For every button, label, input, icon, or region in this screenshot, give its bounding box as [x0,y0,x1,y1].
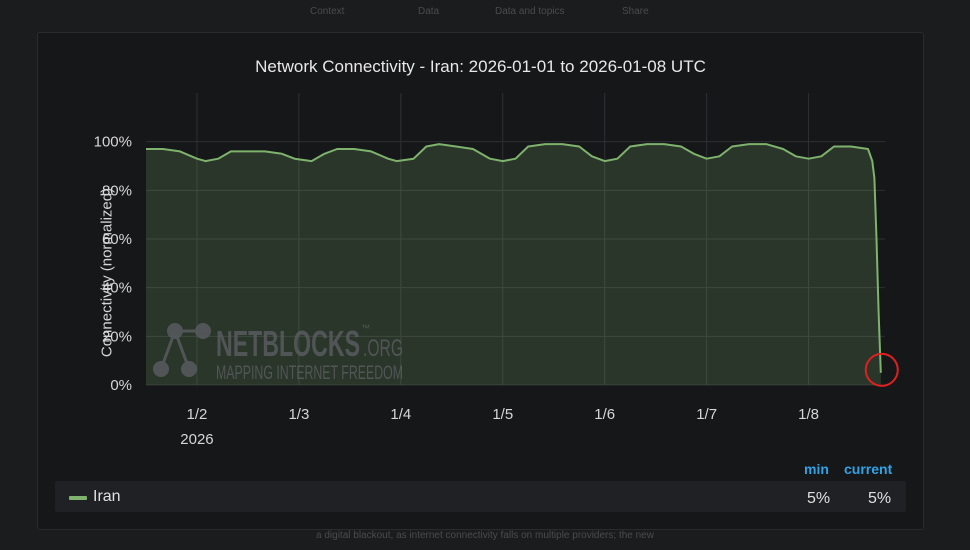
legend-current-value: 5% [868,490,892,507]
background-nav: Context Data Data and topics Share [0,0,970,30]
legend-min-value: 5% [807,490,831,507]
y-tick-label: 0% [110,377,132,394]
x-tick-label: 1/7 [696,406,717,423]
legend-series-name[interactable]: Iran [93,488,121,505]
logo-tm-text: ™ [361,323,370,333]
logo-link [159,330,177,370]
x-tick-label: 1/5 [492,406,513,423]
x-tick-label: 1/8 [798,406,819,423]
stat-header-current[interactable]: current [844,461,893,477]
series-line [146,143,882,373]
x-year-label: 2026 [180,431,213,448]
logo-link [173,330,191,370]
legend-swatch [69,496,87,500]
nav-tab-data[interactable]: Data [418,6,440,17]
annotation-circle [864,352,899,387]
logo-tagline-text: MAPPING INTERNET FREEDOM [216,363,403,384]
chart-svg: 0% 20% 40% 60% 80% 100% 1/2 1/3 1/4 1/5 1/6 1/7 1/8 2… [94,93,899,448]
legend-row-iran[interactable]: Iran 5% 5% [55,481,906,512]
x-tick-label: 1/4 [390,406,411,423]
series-area [146,144,881,385]
chart-title: Network Connectivity - Iran: 2026-01-01 … [255,57,706,76]
logo-brand-text: NETBLOCKS [216,323,360,364]
nav-tab-share[interactable]: Share [622,6,649,17]
x-tick-label: 1/3 [288,406,309,423]
y-axis-label: Connectivity (normalized) [98,187,116,358]
y-tick-label: 20% [102,328,132,345]
y-tick-label: 60% [102,231,132,248]
logo-suffix-text: .ORG [363,335,403,362]
y-tick-label: 100% [94,134,132,151]
y-tick-label: 40% [102,280,132,297]
stat-header-min[interactable]: min [804,461,829,477]
x-tick-label: 1/2 [187,406,208,423]
nav-tab-context[interactable]: Context [310,6,345,17]
article-caption: a digital blackout, as internet connecti… [316,530,654,541]
nav-tab-data-and-topics[interactable]: Data and topics [495,6,565,17]
x-tick-label: 1/6 [594,406,615,423]
y-tick-label: 80% [102,182,132,199]
chart-panel: Network Connectivity - Iran: 2026-01-01 … [37,32,924,530]
